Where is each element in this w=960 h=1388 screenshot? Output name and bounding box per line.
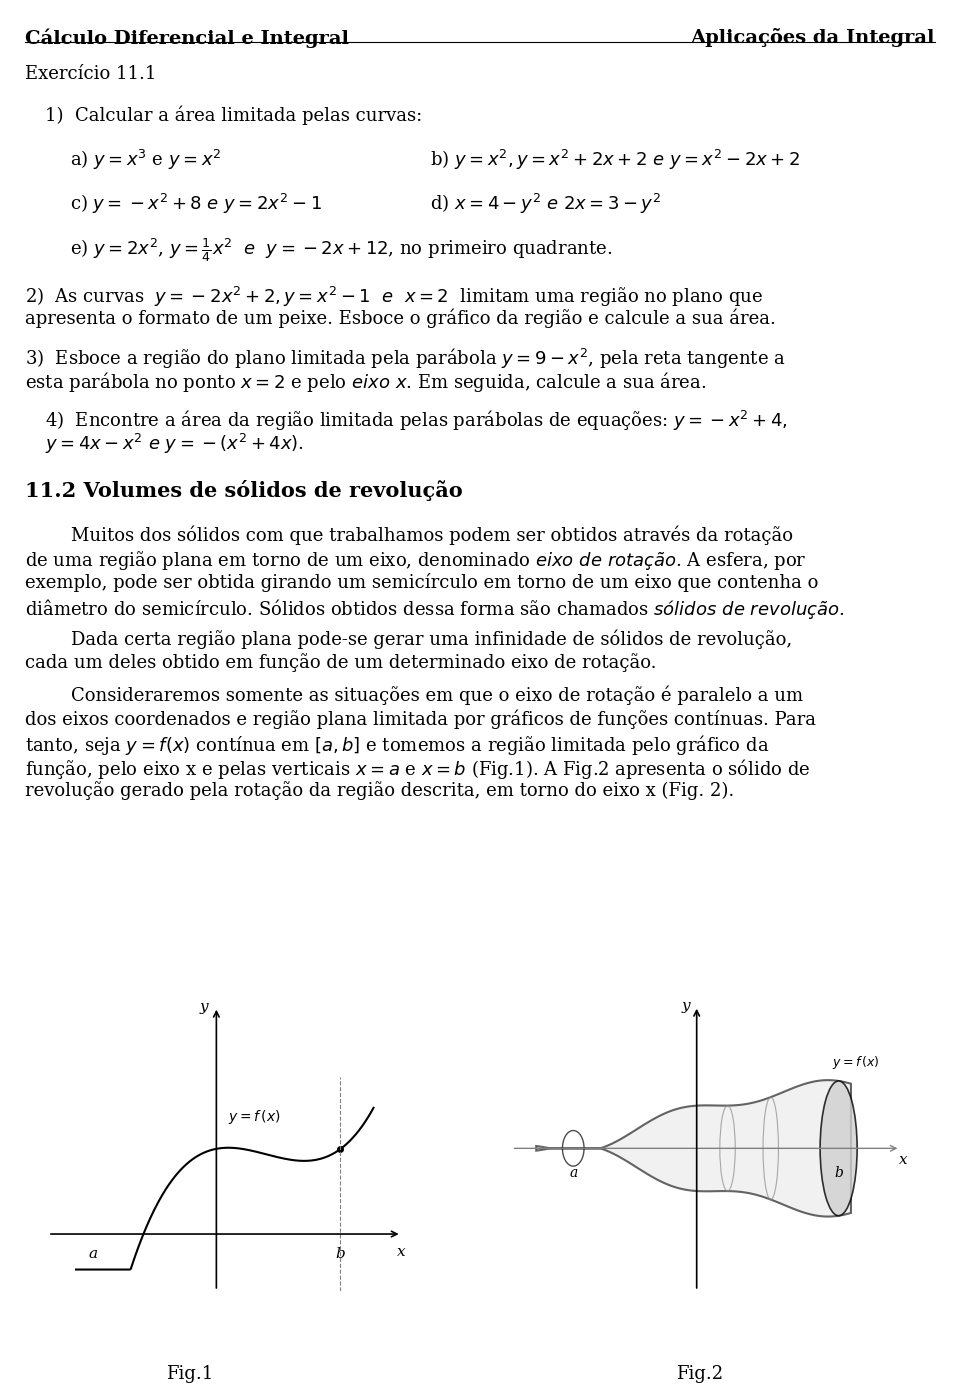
Text: Dada certa região plana pode-se gerar uma infinidade de sólidos de revolução,: Dada certa região plana pode-se gerar um… xyxy=(25,629,792,648)
Text: e) $y = 2x^2$, $y = \frac{1}{4}x^2$  $e$  $y = -2x + 12$, no primeiro quadrante.: e) $y = 2x^2$, $y = \frac{1}{4}x^2$ $e$ … xyxy=(70,236,612,264)
Text: 11.2 Volumes de sólidos de revolução: 11.2 Volumes de sólidos de revolução xyxy=(25,480,463,501)
Text: d) $x = 4 - y^2$ $e$ $2x = 3 - y^2$: d) $x = 4 - y^2$ $e$ $2x = 3 - y^2$ xyxy=(430,192,661,217)
Text: Cálculo Diferencial e Integral: Cálculo Diferencial e Integral xyxy=(25,28,349,47)
Text: de uma região plana em torno de um eixo, denominado $\it{eixo\ de\ rotação}$. A : de uma região plana em torno de um eixo,… xyxy=(25,550,806,572)
Text: Muitos dos sólidos com que trabalhamos podem ser obtidos através da rotação: Muitos dos sólidos com que trabalhamos p… xyxy=(25,525,793,544)
Text: Aplicações da Integral: Aplicações da Integral xyxy=(690,28,935,47)
Text: revolução gerado pela rotação da região descrita, em torno do eixo x (Fig. 2).: revolução gerado pela rotação da região … xyxy=(25,781,734,799)
Text: a) $y = x^3$ e $y = x^2$: a) $y = x^3$ e $y = x^2$ xyxy=(70,149,221,172)
PathPatch shape xyxy=(537,1080,851,1216)
Text: y: y xyxy=(200,999,208,1013)
Text: cada um deles obtido em função de um determinado eixo de rotação.: cada um deles obtido em função de um det… xyxy=(25,652,657,672)
Text: c) $y = -x^2 + 8$ $e$ $y = 2x^2 - 1$: c) $y = -x^2 + 8$ $e$ $y = 2x^2 - 1$ xyxy=(70,192,322,217)
Text: esta parábola no ponto $x = 2$ e pelo $\it{eixo\ x}$. Em seguida, calcule a sua : esta parábola no ponto $x = 2$ e pelo $\… xyxy=(25,371,707,394)
Text: Fig.2: Fig.2 xyxy=(677,1364,724,1382)
Text: b) $y = x^2, y = x^2 + 2x + 2$ $e$ $y = x^2 - 2x + 2$: b) $y = x^2, y = x^2 + 2x + 2$ $e$ $y = … xyxy=(430,149,800,172)
Text: $y = 4x - x^2$ $e$ $y = -(x^2 + 4x)$.: $y = 4x - x^2$ $e$ $y = -(x^2 + 4x)$. xyxy=(45,432,304,457)
Text: x: x xyxy=(900,1153,908,1167)
Text: dos eixos coordenados e região plana limitada por gráficos de funções contínuas.: dos eixos coordenados e região plana lim… xyxy=(25,709,816,729)
Text: x: x xyxy=(397,1245,406,1259)
Text: $y = f\,(x)$: $y = f\,(x)$ xyxy=(228,1109,280,1127)
Text: diâmetro do semicírculo. Sólidos obtidos dessa forma são chamados $\it{sólidos\ : diâmetro do semicírculo. Sólidos obtidos… xyxy=(25,597,845,620)
Text: 3)  Esboce a região do plano limitada pela parábola $y = 9 - x^2$, pela reta tan: 3) Esboce a região do plano limitada pel… xyxy=(25,347,785,371)
Text: b: b xyxy=(834,1166,843,1180)
Text: tanto, seja $y = f(x)$ contínua em $[a, b]$ e tomemos a região limitada pelo grá: tanto, seja $y = f(x)$ contínua em $[a, … xyxy=(25,733,769,756)
Text: Consideraremos somente as situações em que o eixo de rotação é paralelo a um: Consideraremos somente as situações em q… xyxy=(25,686,804,705)
Text: a: a xyxy=(569,1166,577,1180)
Text: apresenta o formato de um peixe. Esboce o gráfico da região e calcule a sua área: apresenta o formato de um peixe. Esboce … xyxy=(25,308,776,328)
Text: a: a xyxy=(88,1246,98,1260)
Text: Fig.1: Fig.1 xyxy=(166,1364,214,1382)
Text: exemplo, pode ser obtida girando um semicírculo em torno de um eixo que contenha: exemplo, pode ser obtida girando um semi… xyxy=(25,573,818,593)
Text: 1)  Calcular a área limitada pelas curvas:: 1) Calcular a área limitada pelas curvas… xyxy=(45,105,422,125)
Text: função, pelo eixo x e pelas verticais $x = a$ e $x = b$ (Fig.1). A Fig.2 apresen: função, pelo eixo x e pelas verticais $x… xyxy=(25,756,810,781)
Text: 4)  Encontre a área da região limitada pelas parábolas de equações: $y = -x^2 + : 4) Encontre a área da região limitada pe… xyxy=(45,409,788,433)
Ellipse shape xyxy=(820,1081,857,1216)
Text: $y = f\,(x)$: $y = f\,(x)$ xyxy=(832,1053,880,1070)
Text: b: b xyxy=(335,1246,345,1260)
Text: y: y xyxy=(682,999,690,1013)
Text: 2)  As curvas  $y = -2x^2 + 2, y = x^2 - 1$  $e$  $x = 2$  limitam uma região no: 2) As curvas $y = -2x^2 + 2, y = x^2 - 1… xyxy=(25,285,763,310)
Text: Exercício 11.1: Exercício 11.1 xyxy=(25,65,156,83)
